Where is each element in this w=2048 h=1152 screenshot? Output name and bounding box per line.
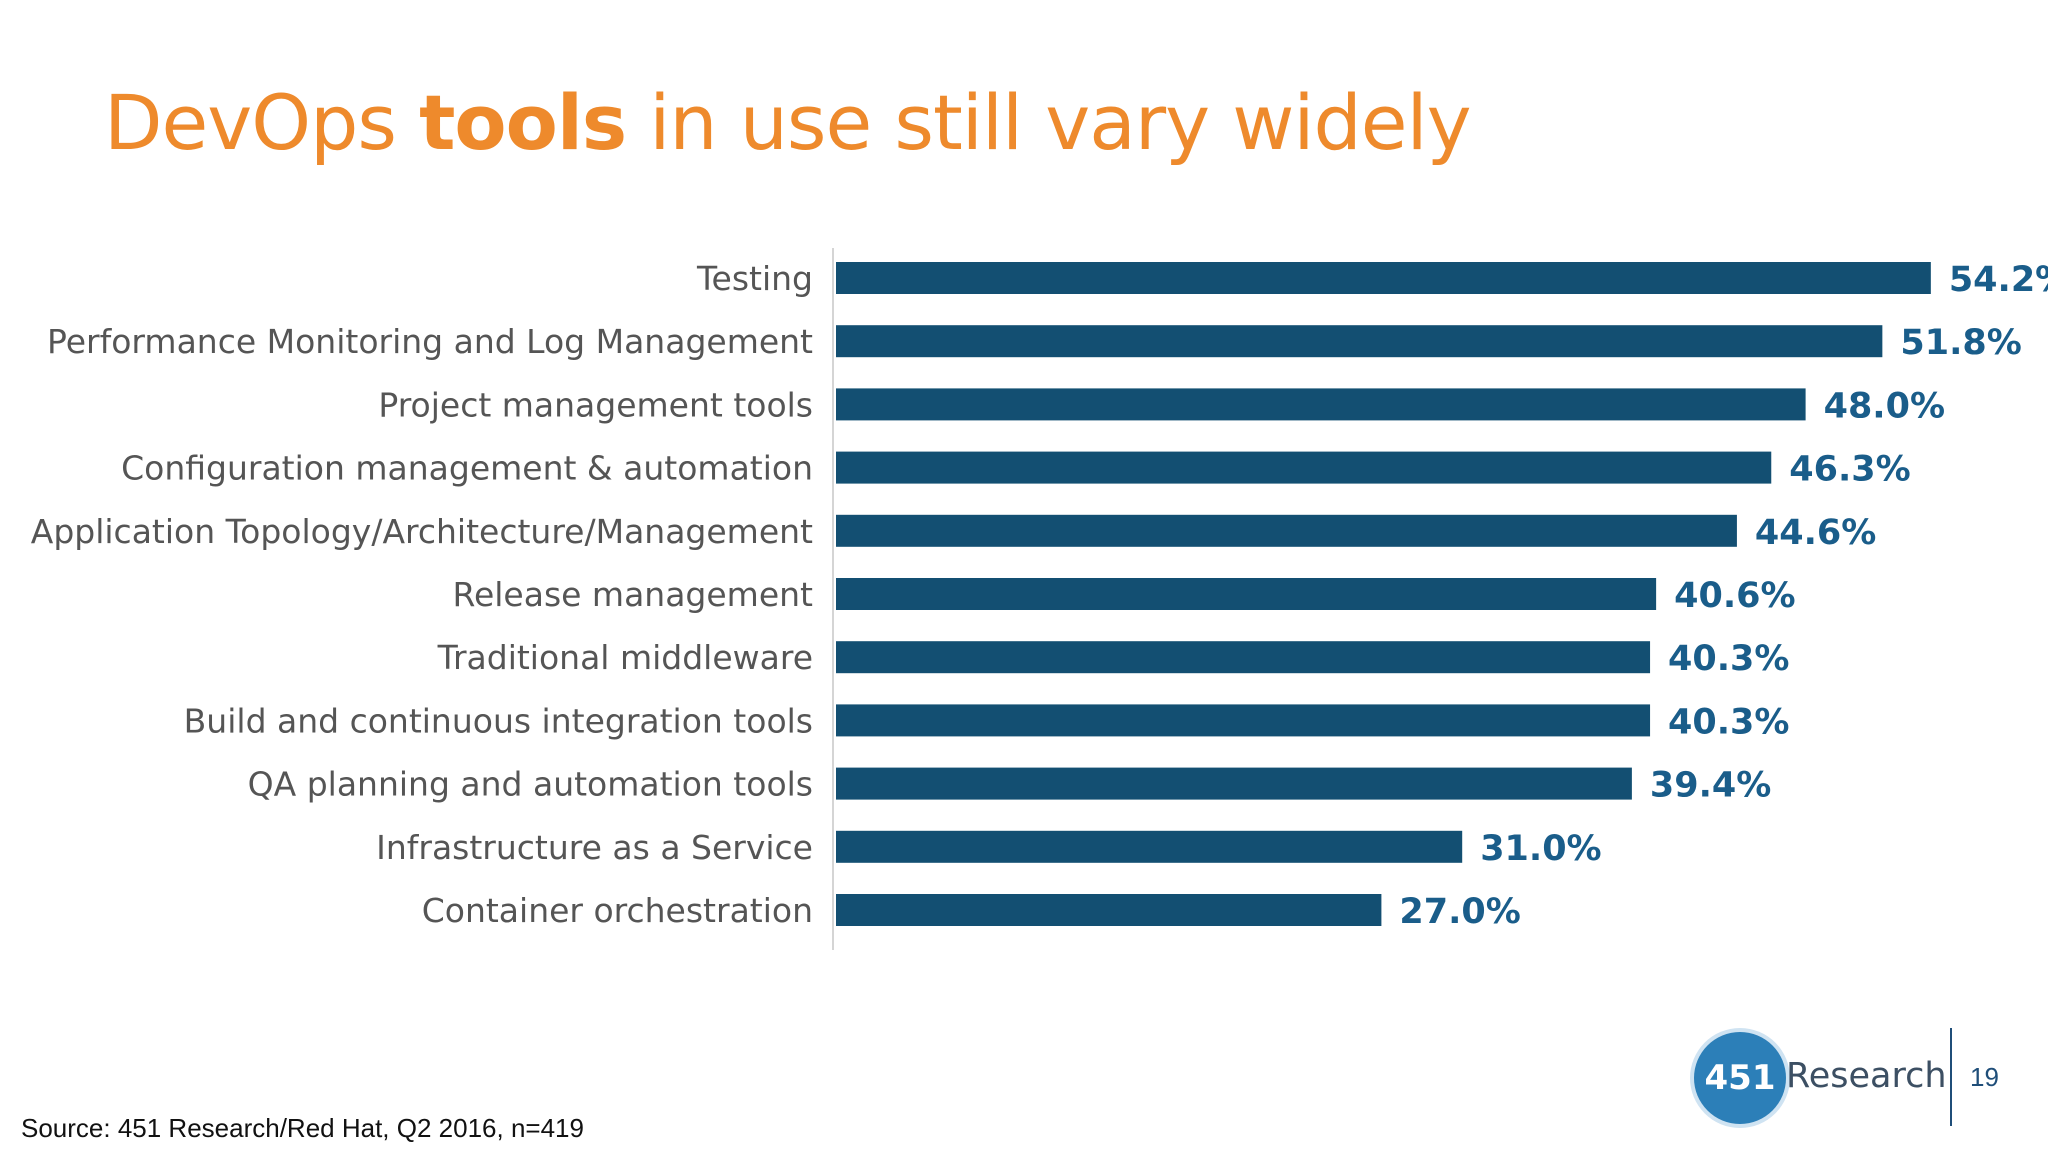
bar	[836, 894, 1382, 926]
value-label: 39.4%	[1650, 766, 1771, 806]
value-label: 40.3%	[1668, 702, 1789, 742]
category-label: Container orchestration	[422, 891, 813, 930]
value-label: 40.3%	[1668, 639, 1789, 679]
logo-badge: 451	[1694, 1032, 1786, 1124]
category-label: Build and continuous integration tools	[184, 701, 813, 740]
value-label: 40.6%	[1674, 576, 1795, 616]
category-label: Application Topology/Architecture/Manage…	[31, 512, 813, 551]
logo-wordmark: Research	[1786, 1056, 1947, 1096]
bars: Testing 54.2% Performance Monitoring and L…	[31, 259, 2048, 932]
value-label: 44.6%	[1755, 513, 1876, 553]
category-label: Project management tools	[378, 385, 813, 424]
bar	[836, 514, 1737, 547]
value-label: 51.8%	[1900, 323, 2021, 363]
title-bold: tools	[419, 78, 627, 167]
value-label: 46.3%	[1789, 450, 1910, 490]
value-label: 48.0%	[1824, 386, 1945, 426]
slide-title: DevOps tools in use still vary widely	[104, 78, 1472, 167]
title-pre: DevOps	[104, 78, 420, 167]
bar	[836, 388, 1806, 421]
bar	[836, 578, 1657, 610]
bar	[836, 830, 1463, 863]
bar	[836, 262, 1931, 294]
category-label: Configuration management & automation	[121, 449, 813, 488]
page-number: 19	[1970, 1062, 1999, 1092]
category-label: Performance Monitoring and Log Managemen…	[47, 322, 813, 361]
logo-number: 451	[1704, 1058, 1776, 1098]
category-label: Infrastructure as a Service	[376, 828, 813, 867]
source-note: Source: 451 Research/Red Hat, Q2 2016, n…	[21, 1113, 584, 1143]
value-label: 54.2%	[1949, 260, 2048, 300]
bar	[836, 641, 1651, 674]
category-label: Testing	[696, 259, 813, 298]
title-post: in use still vary widely	[626, 78, 1471, 167]
category-label: Release management	[453, 575, 814, 614]
bar	[836, 767, 1632, 800]
bar	[836, 451, 1772, 484]
value-label: 31.0%	[1480, 829, 1601, 869]
footer-divider	[1950, 1028, 1952, 1126]
category-label: Traditional middleware	[437, 638, 813, 677]
bar	[836, 325, 1883, 358]
category-label: QA planning and automation tools	[248, 765, 813, 804]
bar	[836, 704, 1651, 737]
value-label: 27.0%	[1399, 892, 1520, 932]
